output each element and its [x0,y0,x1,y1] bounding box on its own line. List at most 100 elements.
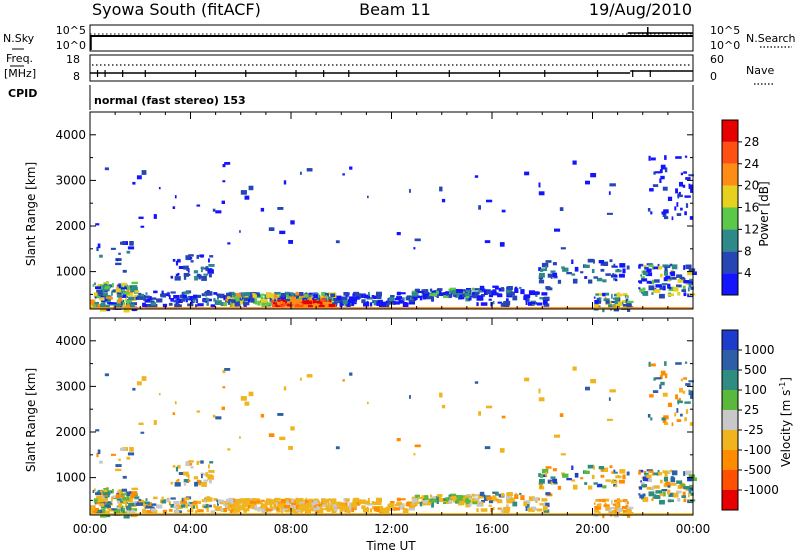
power-heatmap-cells [90,155,697,313]
velocity-xtick-label-5: 20:00 [575,522,610,536]
power-cell-796 [476,298,483,301]
velocity-cell-1043 [647,414,651,418]
power-cell-710 [436,293,439,298]
power-cell-1105 [538,191,545,196]
power-cell-831 [593,276,598,279]
velocity-cell-903 [616,499,623,503]
velocity-cell-797 [479,491,485,497]
velocity-cell-888 [617,507,622,513]
velocity-cell-136 [96,502,101,505]
power-cell-109 [106,296,112,299]
power-cell-1017 [690,188,693,193]
velocity-cell-1035 [661,370,666,376]
velocity-cell-276 [183,482,187,486]
velocity-cell-531 [291,509,295,512]
velocity-cell-853 [598,466,605,470]
velocity-cell-1091 [153,420,157,425]
velocity-cell-497 [273,500,277,506]
velocity-cell-207 [138,499,145,503]
power-cell-1102 [335,240,340,244]
velocity-cell-179 [215,506,222,511]
power-cell-950 [652,279,655,285]
power-cell-165 [185,296,190,299]
velocity-cell-232 [193,500,198,505]
power-cell-655 [472,293,478,299]
velocity-cell-463 [261,505,267,509]
power-cell-807 [552,262,557,266]
velocity-cell-938 [687,493,690,498]
power-colorbar-label-6: 28 [744,135,759,149]
velocity-cell-140 [127,452,135,456]
velocity-cell-960 [682,491,686,497]
velocity-cell-999 [646,486,652,490]
velocity-cell-629 [429,494,433,498]
power-cell-927 [640,274,642,277]
velocity-cell-566 [394,503,401,507]
velocity-cell-768 [523,501,528,507]
power-cell-913 [595,293,599,296]
velocity-cell-844 [600,468,605,472]
velocity-colorbar-label-main: Velocity [m s [779,390,793,467]
power-cell-354 [229,303,233,308]
velocity-cell-164 [192,502,197,506]
power-cell-1078 [277,207,284,210]
power-cell-425 [274,291,281,295]
velocity-cell-949 [676,490,682,494]
nave-label: Nave [746,64,774,77]
power-cell-1075 [609,183,616,187]
power-cell-714 [433,292,438,297]
power-cell-463 [261,299,267,303]
power-cell-215 [147,304,153,309]
power-cell-787 [483,290,488,295]
power-cell-72 [133,294,137,299]
velocity-cell-188 [192,505,195,509]
power-cell-567 [390,295,395,298]
velocity-cell-1075 [609,389,616,393]
velocity-cell-892 [608,509,612,515]
power-cell-613 [356,296,360,300]
velocity-cell-1072 [478,411,481,416]
velocity-cell-874 [612,503,617,506]
power-colorbar-swatch-2 [722,229,738,252]
velocity-cell-1047 [650,417,653,421]
power-cell-283 [190,260,194,263]
power-cell-282 [209,273,212,278]
velocity-cell-259 [201,474,203,479]
velocity-cell-899 [596,508,599,511]
power-cell-1060 [248,185,254,191]
velocity-cell-213 [151,503,157,506]
velocity-cell-1074 [409,395,411,399]
power-cell-395 [303,294,309,298]
velocity-cell-673 [439,498,443,502]
power-cell-605 [371,295,375,298]
velocity-colorbar-swatch-3 [722,430,738,450]
power-cell-55 [120,294,127,298]
velocity-cell-313 [284,509,290,513]
velocity-cell-958 [643,470,647,475]
power-cell-1067 [240,190,247,195]
power-cell-1038 [648,155,651,161]
velocity-cell-1078 [277,413,284,416]
velocity-cell-714 [433,498,438,503]
velocity-cell-901 [626,509,632,514]
power-cell-821 [562,267,569,272]
power-cell-786 [507,292,511,296]
power-cell-810 [593,259,595,264]
power-cell-175 [135,296,138,300]
velocity-cell-235 [220,502,226,505]
power-cell-772 [529,301,536,305]
power-cell-231 [195,304,198,309]
velocity-cell-716 [445,497,449,500]
velocity-cell-115 [131,491,138,496]
power-cell-531 [291,303,295,306]
power-cell-502 [286,294,290,299]
power-hot-cell-63 [303,301,308,305]
velocity-cell-766 [542,505,548,511]
power-cell-256 [175,273,179,276]
power-cell-181 [202,299,205,302]
velocity-cell-779 [477,501,482,505]
velocity-cell-541 [301,507,304,512]
power-cell-770 [532,291,539,295]
velocity-cell-508 [284,504,291,509]
velocity-cell-137 [101,498,108,502]
